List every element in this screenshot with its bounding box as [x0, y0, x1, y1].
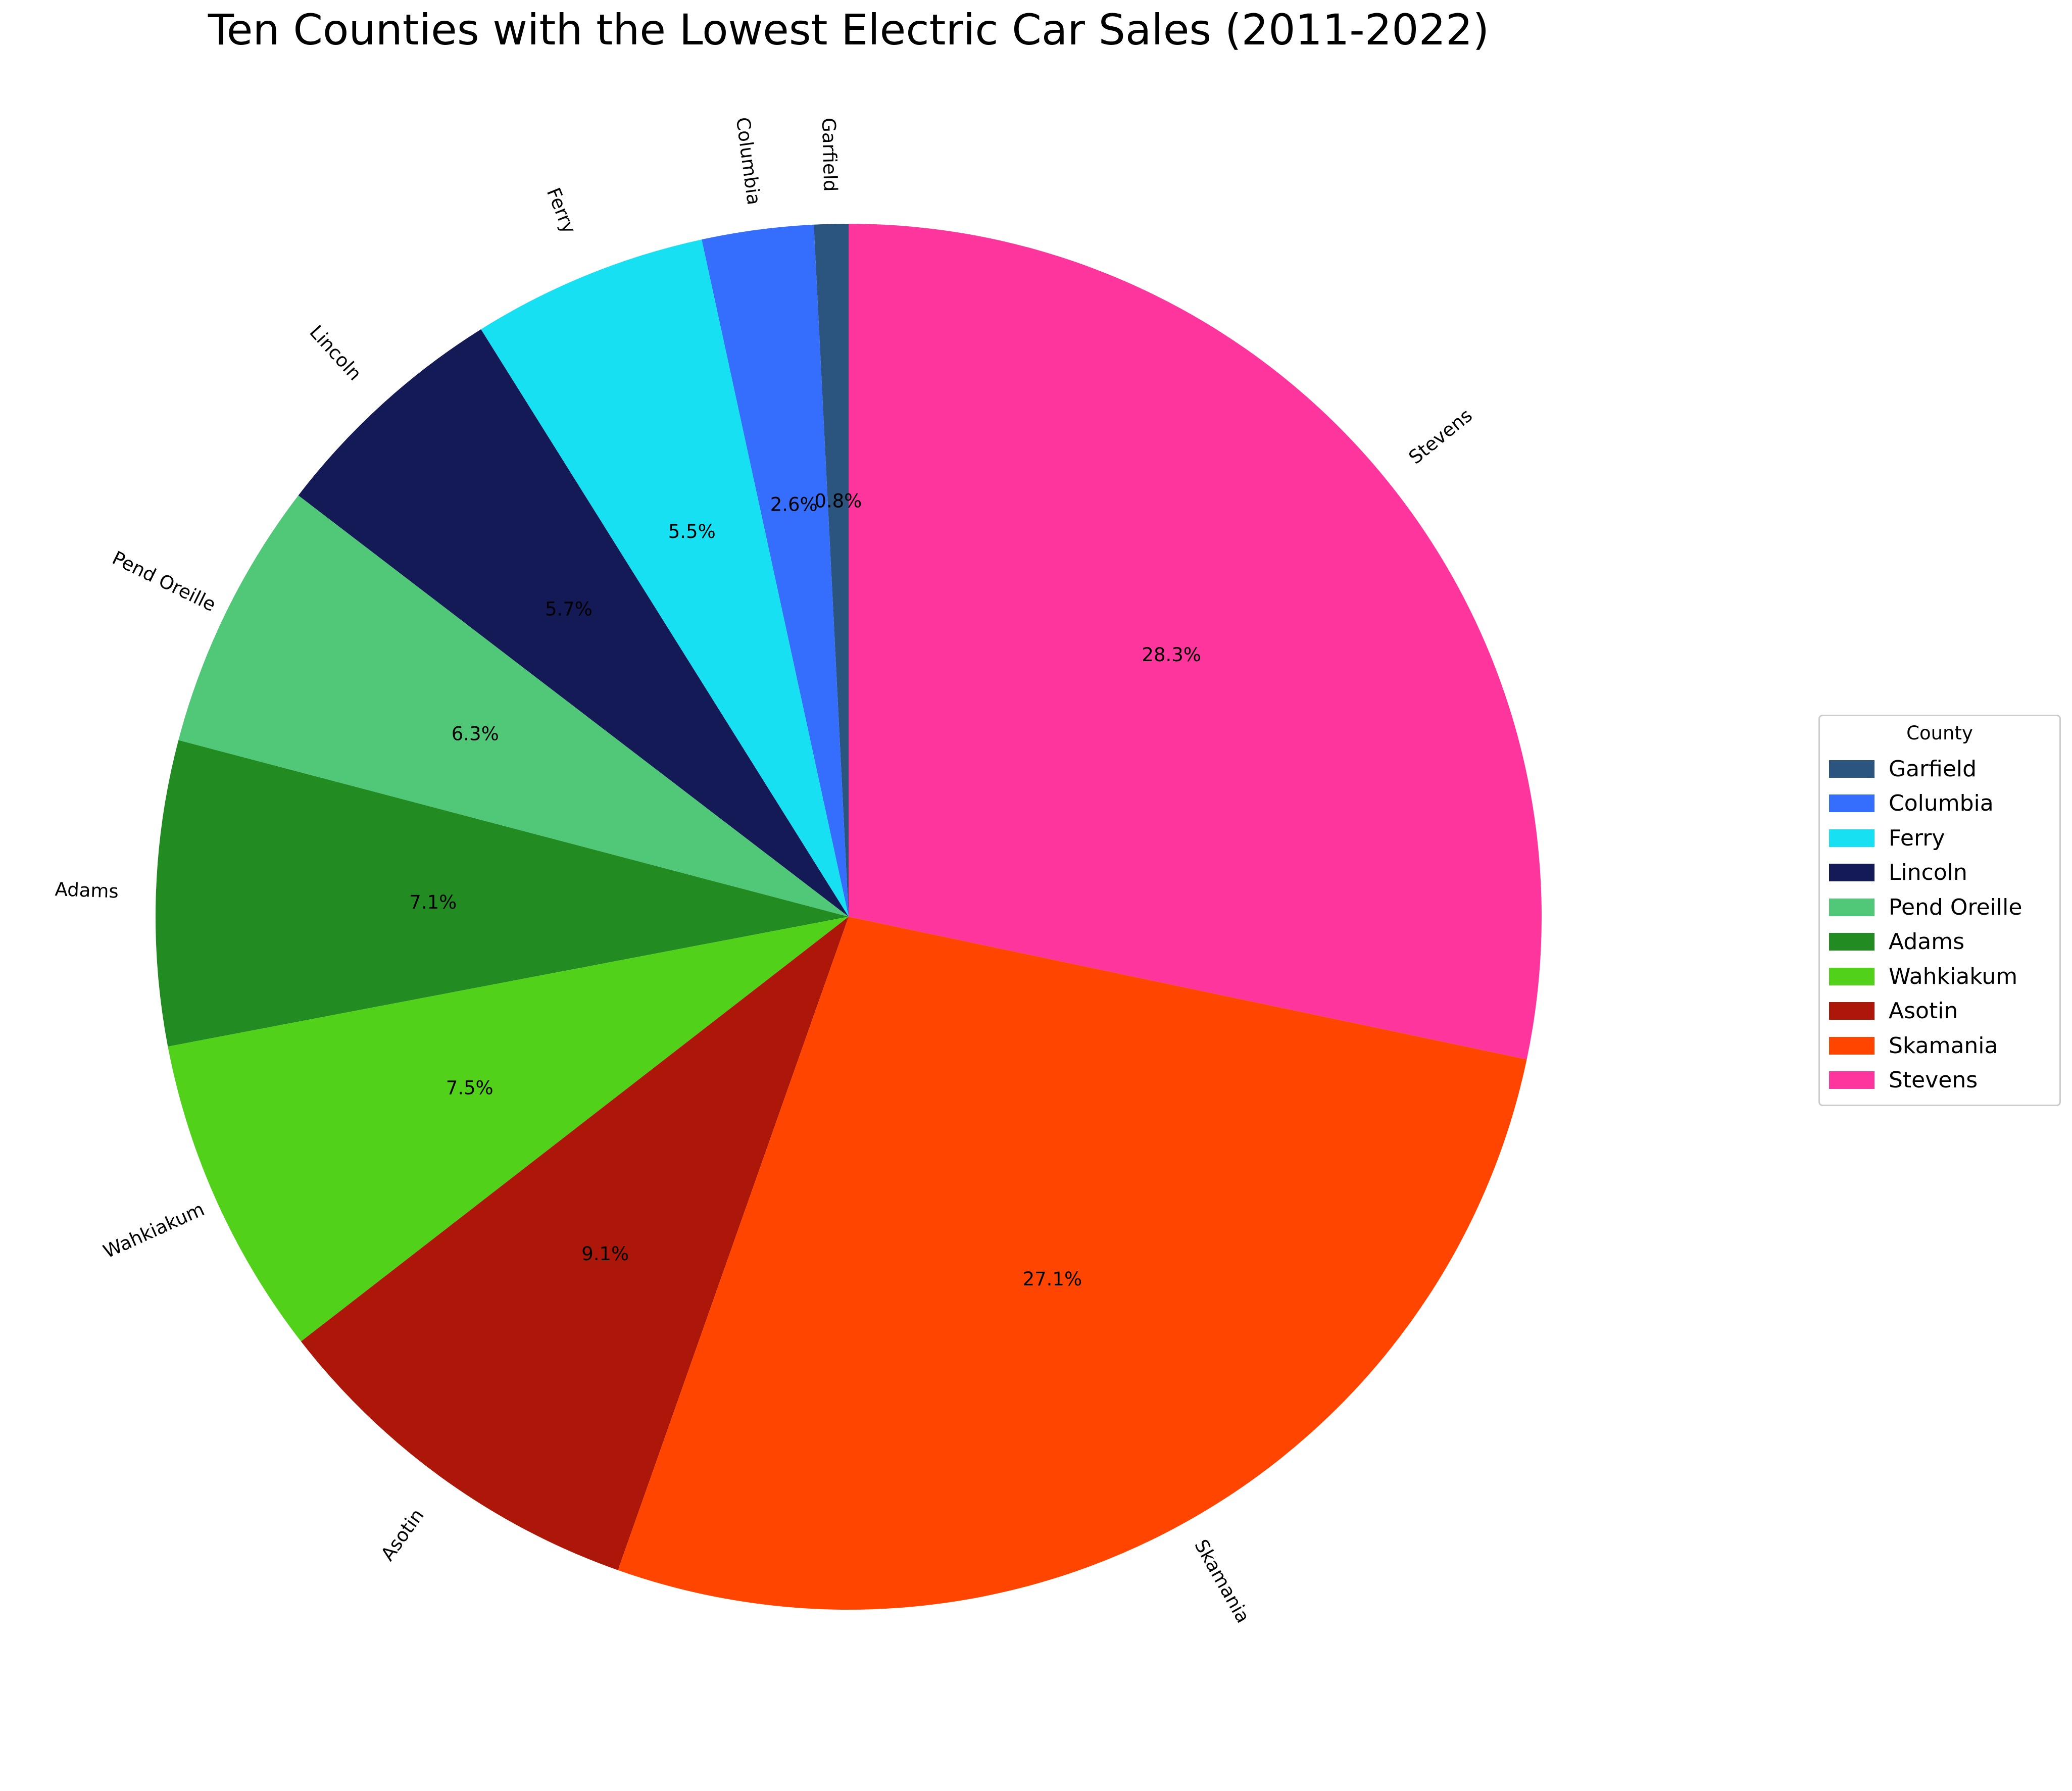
slice-label-wahkiakum: Wahkiakum — [100, 1198, 208, 1262]
legend-item-lincoln: Lincoln — [1829, 856, 2050, 890]
legend-item-pend-oreille: Pend Oreille — [1829, 890, 2050, 925]
slice-label-stevens: Stevens — [1405, 405, 1476, 469]
legend-item-skamania: Skamania — [1829, 1028, 2050, 1063]
legend-label-adams: Adams — [1889, 929, 1965, 955]
slice-label-garfield: Garfield — [818, 118, 842, 192]
slice-label-ferry: Ferry — [542, 185, 580, 237]
legend-label-pend-oreille: Pend Oreille — [1889, 894, 2022, 920]
pie-slice-adams — [156, 740, 849, 1047]
percent-label-columbia: 2.6% — [770, 493, 818, 515]
legend-swatch-ferry — [1829, 829, 1874, 847]
pie-slice-ferry — [481, 239, 849, 917]
legend-item-adams: Adams — [1829, 925, 2050, 960]
pie-slice-stevens — [849, 224, 1542, 1060]
legend-label-garfield: Garfield — [1889, 756, 1977, 782]
pie-slice-pend-oreille — [178, 495, 849, 917]
percent-label-stevens: 28.3% — [1142, 644, 1201, 666]
pie-slice-garfield — [814, 224, 849, 917]
legend-item-ferry: Ferry — [1829, 821, 2050, 856]
slice-label-adams: Adams — [55, 878, 119, 902]
legend-swatch-asotin — [1829, 1002, 1874, 1020]
pie-slices — [156, 224, 1542, 1610]
legend-item-asotin: Asotin — [1829, 994, 2050, 1029]
legend-swatch-skamania — [1829, 1036, 1874, 1055]
legend-item-stevens: Stevens — [1829, 1063, 2050, 1098]
legend-label-skamania: Skamania — [1889, 1032, 1998, 1059]
slice-label-asotin: Asotin — [377, 1505, 428, 1565]
slice-label-skamania: Skamania — [1190, 1536, 1254, 1627]
slice-label-lincoln: Lincoln — [305, 321, 366, 385]
legend-label-ferry: Ferry — [1889, 825, 1945, 851]
legend-swatch-wahkiakum — [1829, 967, 1874, 985]
percent-label-asotin: 9.1% — [581, 1243, 629, 1265]
percent-label-pend-oreille: 6.3% — [452, 723, 499, 744]
legend-item-wahkiakum: Wahkiakum — [1829, 959, 2050, 994]
legend-swatch-stevens — [1829, 1071, 1874, 1089]
legend-label-wahkiakum: Wahkiakum — [1889, 963, 2018, 989]
legend-label-columbia: Columbia — [1889, 790, 1994, 817]
percent-labels: 0.8%2.6% 5.5% 5.7% 6.3% 7.1% 7.5% 9.1% 27.1% 28.… — [409, 490, 1201, 1290]
legend-swatch-columbia — [1829, 794, 1874, 813]
percent-label-ferry: 5.5% — [668, 521, 716, 542]
legend-swatch-lincoln — [1829, 864, 1874, 882]
legend-title: County — [1906, 722, 1973, 744]
legend-swatch-pend-oreille — [1829, 898, 1874, 916]
slice-label-pend-oreille: Pend Oreille — [109, 547, 219, 616]
legend-label-lincoln: Lincoln — [1889, 860, 1967, 886]
percent-label-skamania: 27.1% — [1023, 1268, 1082, 1290]
legend-label-stevens: Stevens — [1889, 1067, 1978, 1093]
legend-item-garfield: Garfield — [1829, 752, 2050, 786]
legend-label-asotin: Asotin — [1889, 998, 1958, 1024]
legend-swatch-adams — [1829, 933, 1874, 951]
legend: County Garfield Columbia Ferry Lincoln Pend … — [1818, 715, 2061, 1106]
chart-title: Ten Counties with the Lowest Electric Ca… — [208, 5, 1490, 55]
percent-label-adams: 7.1% — [409, 891, 457, 913]
pie-slice-skamania — [618, 917, 1527, 1610]
legend-items: Garfield Columbia Ferry Lincoln Pend Oreille… — [1829, 752, 2050, 1098]
legend-swatch-garfield — [1829, 760, 1874, 778]
percent-label-lincoln: 5.7% — [545, 599, 593, 620]
pie-slice-asotin — [301, 917, 849, 1570]
percent-label-garfield: 0.8% — [814, 490, 862, 512]
percent-label-wahkiakum: 7.5% — [446, 1077, 494, 1099]
pie-slice-columbia — [702, 224, 849, 917]
pie-slice-wahkiakum — [168, 917, 849, 1341]
slice-label-columbia: Columbia — [732, 116, 765, 207]
pie-slice-lincoln — [298, 329, 849, 917]
legend-item-columbia: Columbia — [1829, 786, 2050, 821]
